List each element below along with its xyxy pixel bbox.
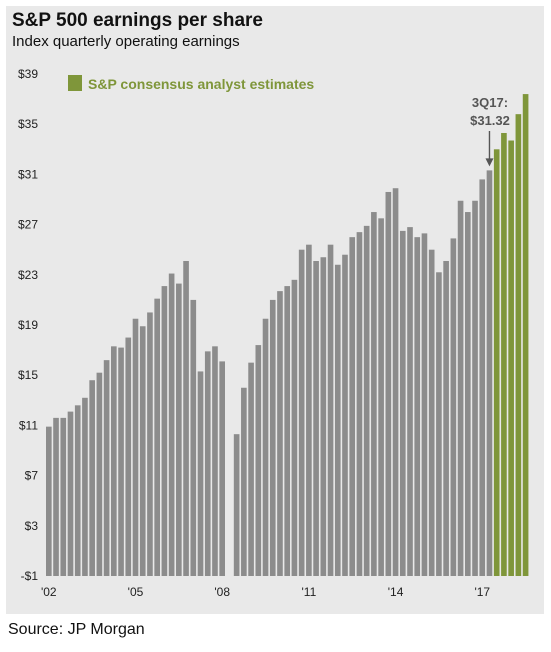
bar-actual (421, 233, 428, 576)
bar-actual (46, 426, 52, 576)
bar-actual (472, 200, 478, 576)
bar-actual (139, 326, 146, 576)
bar-actual (436, 272, 442, 576)
y-tick-label: $31 (18, 167, 38, 181)
legend-swatch (68, 75, 82, 91)
bar-estimate (515, 114, 522, 576)
bar-actual (371, 212, 377, 577)
bar-actual (67, 411, 74, 576)
bar-actual (443, 260, 449, 576)
y-tick-label: $3 (25, 519, 39, 533)
bar-actual (428, 249, 435, 576)
bar-actual (291, 279, 298, 576)
annotation: 3Q17: $31.32 (470, 95, 510, 167)
bar-actual (262, 318, 269, 576)
bar-actual (154, 298, 160, 576)
bar-estimate (522, 94, 529, 576)
bar-actual (96, 372, 103, 576)
bar-actual (176, 283, 182, 576)
chart-title: S&P 500 earnings per share (12, 10, 263, 31)
bar-actual (255, 345, 262, 576)
bar-actual (125, 337, 132, 576)
x-tick-label: '02 (41, 585, 57, 599)
bar-estimate (501, 132, 507, 577)
annotation-arrow-head (485, 158, 494, 167)
bar-actual (132, 318, 139, 576)
bar-actual (190, 299, 197, 576)
bar-estimate (508, 140, 514, 576)
y-tick-label: $7 (25, 469, 39, 483)
bar-actual (168, 273, 175, 576)
bar-actual (219, 361, 225, 576)
x-tick-label: '17 (474, 585, 490, 599)
y-tick-label: $23 (18, 268, 38, 282)
bar-actual (414, 237, 421, 576)
bar-actual (89, 380, 95, 576)
bar-estimate (493, 149, 500, 577)
bar-actual (277, 291, 283, 576)
bar-actual (327, 244, 334, 576)
bar-actual (60, 417, 67, 576)
x-axis: '02 '05 '08 '11 '14 '17 (41, 585, 490, 599)
bar-actual (342, 254, 348, 576)
bar-actual (464, 212, 471, 577)
bar-actual (450, 238, 457, 576)
bar-actual (284, 286, 291, 576)
bar-actual (82, 397, 88, 576)
bar-actual (147, 312, 153, 576)
bar-actual (161, 286, 168, 576)
bar-actual (241, 387, 247, 576)
bar-actual (197, 371, 204, 576)
bar-actual (457, 200, 464, 576)
bar-actual (392, 188, 399, 576)
bar-actual (298, 249, 305, 576)
y-tick-label: -$1 (21, 569, 39, 583)
bar-actual (103, 360, 110, 576)
bar-actual (204, 351, 211, 576)
legend-label: S&P consensus analyst estimates (88, 76, 314, 92)
bar-actual (212, 346, 218, 576)
bar-actual (53, 417, 59, 576)
bar-actual (349, 237, 356, 576)
bar-actual (385, 191, 392, 576)
bar-actual (74, 405, 81, 576)
y-axis: $39 $35 $31 $27 $23 $19 $15 $11 $7 $3 -$1 (18, 67, 38, 583)
bar-actual (378, 218, 384, 576)
bar-actual (306, 244, 312, 576)
bar-actual (183, 260, 189, 576)
y-tick-label: $27 (18, 218, 38, 232)
bar-actual (233, 434, 240, 576)
y-tick-label: $35 (18, 117, 38, 131)
x-tick-label: '14 (388, 585, 404, 599)
bar-actual (407, 227, 413, 577)
annotation-line1: 3Q17: (472, 95, 508, 110)
bar-actual (313, 260, 319, 576)
y-tick-label: $15 (18, 368, 38, 382)
bar-actual (486, 170, 493, 576)
bar-actual (248, 362, 254, 576)
bar-actual (363, 225, 370, 577)
bar-actual (479, 179, 486, 577)
bars-group (46, 94, 529, 577)
y-tick-label: $11 (19, 418, 38, 432)
annotation-line2: $31.32 (470, 113, 510, 128)
y-tick-label: $19 (18, 318, 38, 332)
chart-subtitle: Index quarterly operating earnings (12, 33, 240, 50)
legend: S&P consensus analyst estimates (68, 75, 314, 92)
bar-actual (118, 347, 124, 576)
bar-actual (320, 257, 327, 576)
bar-actual (356, 232, 363, 576)
bar-actual (399, 230, 406, 577)
source-note: Source: JP Morgan (8, 621, 145, 638)
x-tick-label: '08 (214, 585, 230, 599)
x-tick-label: '05 (128, 585, 144, 599)
bar-actual (111, 346, 117, 576)
bar-actual (334, 264, 341, 576)
y-tick-label: $39 (18, 67, 38, 81)
x-tick-label: '11 (302, 585, 317, 599)
bar-actual (269, 299, 276, 576)
